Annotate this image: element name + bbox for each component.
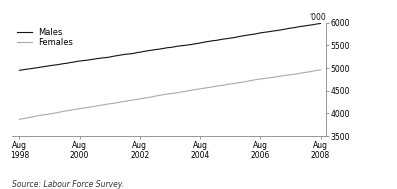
Females <box>114 102 119 104</box>
Males <box>114 55 119 57</box>
Females <box>209 86 214 88</box>
Males <box>209 40 214 42</box>
Text: '000: '000 <box>309 12 326 22</box>
Females <box>318 69 323 71</box>
Females <box>296 73 301 75</box>
Females <box>181 91 186 93</box>
Line: Females: Females <box>19 70 320 119</box>
Females <box>308 70 313 73</box>
Males <box>318 22 323 25</box>
Females <box>17 118 22 120</box>
Males <box>181 44 186 47</box>
Males <box>87 59 91 61</box>
Males <box>308 24 313 26</box>
Text: Source: Labour Force Survey.: Source: Labour Force Survey. <box>12 180 124 189</box>
Legend: Males, Females: Males, Females <box>16 27 74 48</box>
Line: Males: Males <box>19 23 320 70</box>
Males <box>296 26 301 28</box>
Females <box>87 106 91 108</box>
Males <box>17 69 22 71</box>
